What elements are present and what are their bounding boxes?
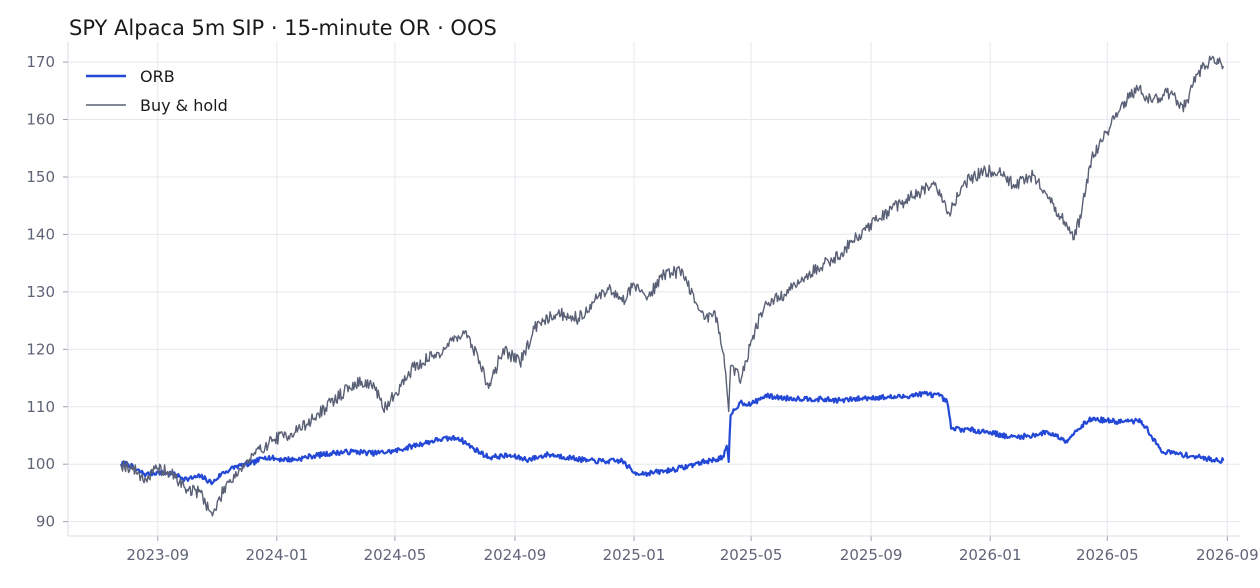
series-layer [119, 55, 1225, 517]
x-tick-label: 2024-05 [364, 546, 427, 564]
x-tick-label: 2023-09 [126, 546, 189, 564]
y-gridlines [63, 61, 1240, 523]
x-tick-label: 2025-01 [603, 546, 666, 564]
y-tick-label: 140 [26, 225, 55, 243]
buy-and-hold-series-line [120, 55, 1225, 517]
x-tick-label: 2025-05 [720, 546, 783, 564]
x-tick-label: 2026-05 [1076, 546, 1139, 564]
y-tick-label: 90 [36, 513, 55, 531]
x-gridlines [157, 42, 1228, 541]
orb-series-line [119, 390, 1225, 486]
legend-label-buy-and-hold: Buy & hold [140, 96, 228, 115]
y-tick-labels: 90 100 110 120 130 140 150 160 170 [26, 53, 55, 531]
legend-label-orb: ORB [140, 67, 175, 86]
y-tick-label: 120 [26, 340, 55, 358]
x-tick-label: 2024-01 [245, 546, 308, 564]
y-tick-label: 130 [26, 283, 55, 301]
y-tick-label: 170 [26, 53, 55, 71]
y-tick-label: 110 [26, 398, 55, 416]
x-tick-label: 2024-09 [484, 546, 547, 564]
chart-title: SPY Alpaca 5m SIP · 15-minute OR · OOS [69, 16, 497, 40]
y-tick-label: 150 [26, 168, 55, 186]
y-tick-label: 100 [26, 455, 55, 473]
y-tick-label: 160 [26, 111, 55, 129]
x-tick-label: 2026-01 [959, 546, 1022, 564]
x-tick-labels: 2023-09 2024-01 2024-05 2024-09 2025-01 2025-… [126, 546, 1258, 564]
legend: ORB Buy & hold [86, 67, 228, 115]
x-tick-label: 2026-09 [1196, 546, 1259, 564]
x-tick-label: 2025-09 [840, 546, 903, 564]
